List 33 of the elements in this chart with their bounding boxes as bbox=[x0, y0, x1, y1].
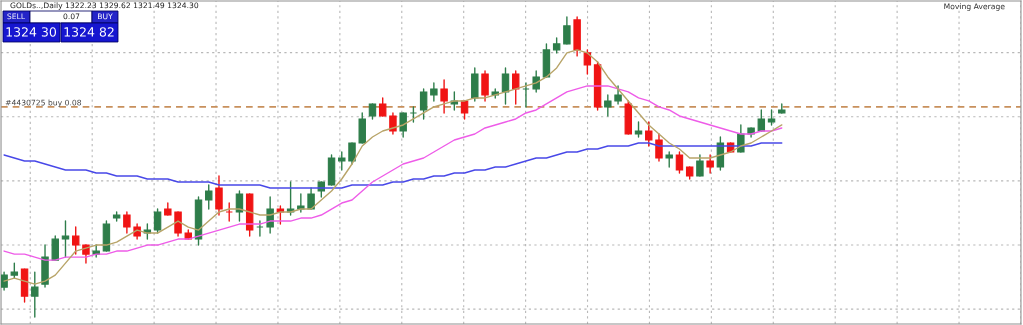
candlestick bbox=[31, 271, 39, 318]
candlestick bbox=[123, 211, 131, 234]
candlestick bbox=[655, 133, 663, 162]
candlestick bbox=[215, 175, 223, 216]
candlestick bbox=[378, 97, 387, 117]
candlestick bbox=[481, 70, 489, 102]
candlestick bbox=[614, 85, 622, 105]
candlestick bbox=[645, 121, 653, 147]
candlestick bbox=[205, 184, 213, 210]
annotation: 1324 82 bbox=[64, 27, 114, 37]
candlestick bbox=[61, 220, 70, 258]
candlestick bbox=[501, 67, 510, 105]
candlestick bbox=[430, 82, 438, 102]
candlestick bbox=[51, 235, 59, 261]
annotation: 1324 30 bbox=[6, 27, 57, 37]
candlestick bbox=[419, 88, 428, 120]
candlestick bbox=[235, 190, 244, 222]
candlestick bbox=[174, 211, 182, 237]
candlestick bbox=[696, 154, 704, 177]
candlestick bbox=[71, 226, 80, 255]
candlestick bbox=[563, 16, 571, 45]
candlestick bbox=[604, 94, 612, 117]
candlestick bbox=[706, 154, 714, 174]
candlestick bbox=[1, 271, 8, 291]
candlestick bbox=[153, 208, 162, 234]
candlestick bbox=[440, 79, 448, 114]
candlestick bbox=[348, 142, 356, 165]
candlestick bbox=[512, 70, 520, 105]
candlestick bbox=[583, 49, 592, 75]
candlestick bbox=[675, 151, 684, 174]
candlestick bbox=[399, 112, 407, 138]
candlestick bbox=[338, 151, 346, 171]
candlestick bbox=[297, 193, 305, 213]
